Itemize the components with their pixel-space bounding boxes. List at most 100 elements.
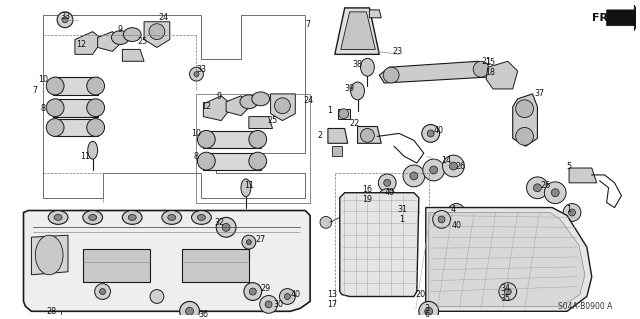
Ellipse shape (438, 216, 445, 223)
Ellipse shape (252, 92, 269, 106)
Ellipse shape (198, 130, 215, 148)
Polygon shape (204, 153, 260, 170)
Text: 1: 1 (566, 205, 572, 214)
Ellipse shape (54, 214, 62, 220)
Text: 36: 36 (198, 310, 209, 319)
Ellipse shape (320, 216, 332, 228)
Polygon shape (486, 61, 518, 89)
Ellipse shape (57, 12, 73, 28)
Ellipse shape (89, 214, 97, 220)
Polygon shape (328, 129, 348, 143)
Ellipse shape (168, 214, 176, 220)
Ellipse shape (551, 189, 559, 197)
Text: 28: 28 (46, 307, 56, 316)
Polygon shape (513, 94, 538, 146)
Text: 20: 20 (416, 290, 426, 299)
Polygon shape (53, 99, 98, 117)
Text: 40: 40 (433, 126, 444, 135)
Text: 14: 14 (442, 156, 451, 165)
Text: 25: 25 (137, 37, 147, 46)
Text: 40: 40 (291, 290, 300, 299)
Ellipse shape (428, 130, 434, 137)
Ellipse shape (516, 100, 534, 118)
Text: 23: 23 (392, 47, 402, 56)
Polygon shape (98, 32, 122, 51)
Ellipse shape (95, 284, 111, 300)
Ellipse shape (222, 223, 230, 231)
Ellipse shape (454, 219, 472, 236)
Text: 4: 4 (451, 205, 456, 214)
Polygon shape (226, 96, 251, 115)
Ellipse shape (447, 204, 465, 221)
Ellipse shape (194, 72, 199, 77)
Ellipse shape (111, 31, 129, 44)
Text: 25: 25 (268, 116, 278, 125)
Ellipse shape (422, 124, 440, 142)
Text: 5: 5 (566, 161, 572, 171)
Ellipse shape (399, 204, 419, 220)
Text: 35: 35 (500, 294, 511, 303)
Text: 26: 26 (540, 181, 550, 190)
Text: 2: 2 (317, 131, 323, 140)
Ellipse shape (242, 235, 256, 249)
Ellipse shape (378, 189, 396, 207)
Polygon shape (204, 131, 260, 148)
Ellipse shape (87, 77, 104, 95)
Ellipse shape (460, 224, 467, 231)
Text: 8: 8 (41, 104, 46, 113)
Text: 19: 19 (362, 195, 372, 204)
Ellipse shape (189, 67, 204, 81)
Polygon shape (144, 22, 170, 48)
Ellipse shape (62, 17, 68, 23)
Text: 7: 7 (305, 20, 310, 29)
Ellipse shape (124, 28, 141, 41)
Ellipse shape (545, 182, 566, 204)
Ellipse shape (280, 289, 295, 304)
Ellipse shape (534, 184, 541, 192)
Text: 39: 39 (344, 85, 355, 93)
Polygon shape (83, 249, 150, 282)
Text: 22: 22 (349, 119, 360, 128)
Polygon shape (380, 61, 488, 83)
Ellipse shape (260, 295, 278, 313)
Text: 8: 8 (194, 152, 199, 161)
Ellipse shape (191, 211, 211, 224)
Text: 21: 21 (481, 57, 491, 66)
Ellipse shape (403, 165, 425, 187)
Text: 7: 7 (33, 86, 38, 95)
Polygon shape (24, 211, 310, 311)
Text: 27: 27 (255, 235, 266, 244)
Ellipse shape (423, 159, 445, 181)
Text: 6: 6 (424, 310, 429, 319)
Ellipse shape (180, 301, 200, 319)
Polygon shape (607, 5, 640, 31)
Text: 17: 17 (327, 300, 337, 309)
Ellipse shape (410, 172, 418, 180)
Ellipse shape (499, 283, 516, 300)
Ellipse shape (100, 289, 106, 294)
Ellipse shape (284, 293, 291, 300)
Text: 24: 24 (159, 13, 169, 22)
Ellipse shape (419, 301, 438, 319)
Ellipse shape (516, 128, 534, 145)
Text: 31: 31 (397, 205, 407, 214)
Text: 40: 40 (384, 188, 394, 197)
Text: 38: 38 (353, 60, 362, 69)
Polygon shape (53, 119, 98, 137)
Ellipse shape (568, 209, 575, 216)
Ellipse shape (241, 179, 251, 197)
Text: 10: 10 (38, 75, 48, 84)
Polygon shape (75, 32, 102, 54)
Polygon shape (31, 235, 68, 275)
Ellipse shape (433, 211, 451, 228)
Ellipse shape (453, 209, 460, 216)
Text: 18: 18 (485, 68, 495, 77)
Ellipse shape (442, 155, 464, 177)
Polygon shape (426, 208, 592, 311)
Text: S04A-B0900 A: S04A-B0900 A (557, 302, 612, 311)
Ellipse shape (46, 77, 64, 95)
Ellipse shape (216, 218, 236, 237)
Ellipse shape (244, 283, 262, 300)
Ellipse shape (122, 211, 142, 224)
Text: 12: 12 (76, 40, 86, 49)
